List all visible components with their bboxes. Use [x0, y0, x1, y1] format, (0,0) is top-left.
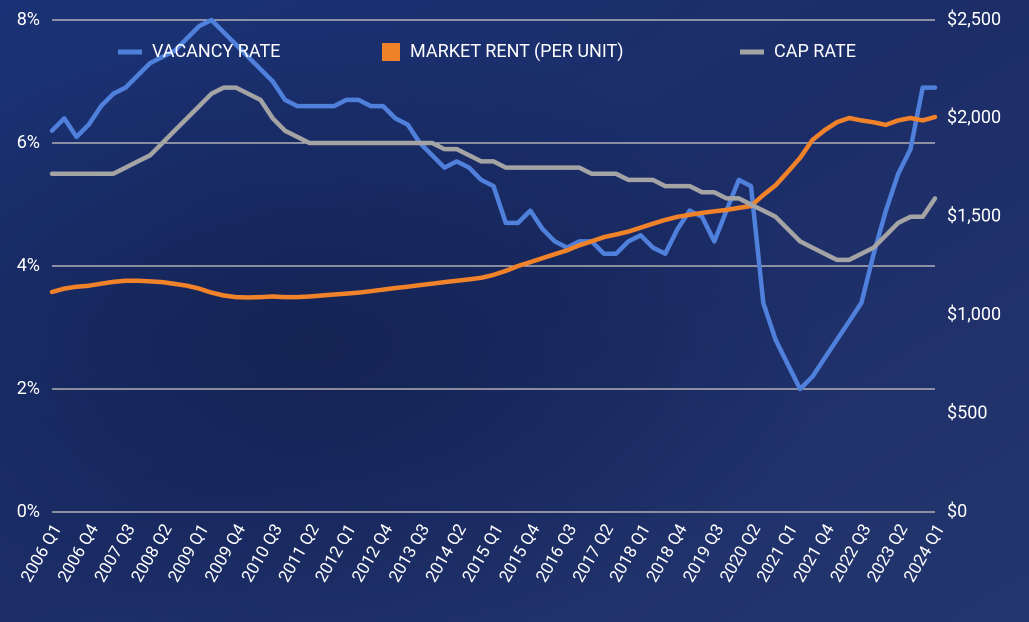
y2-tick-label: $2,500 — [947, 9, 1001, 30]
y2-tick-label: $1,000 — [947, 304, 1001, 325]
legend-swatch — [382, 43, 400, 61]
series-line — [49, 114, 938, 300]
series-line — [49, 17, 938, 392]
legend-label: CAP RATE — [774, 41, 856, 62]
y2-tick-label: $2,000 — [947, 107, 1001, 128]
y2-tick-label: $500 — [947, 402, 987, 423]
y-tick-label: 2% — [17, 378, 40, 399]
y2-tick-label: $1,500 — [947, 206, 1001, 227]
y-tick-label: 4% — [17, 255, 40, 276]
y-tick-label: 6% — [17, 132, 40, 153]
legend-label: VACANCY RATE — [152, 41, 280, 62]
series-line — [49, 85, 938, 263]
y2-tick-label: $0 — [947, 501, 967, 522]
legend-label: MARKET RENT (PER UNIT) — [410, 41, 624, 62]
y-tick-label: 8% — [17, 9, 40, 30]
y-tick-label: 0% — [17, 501, 40, 522]
